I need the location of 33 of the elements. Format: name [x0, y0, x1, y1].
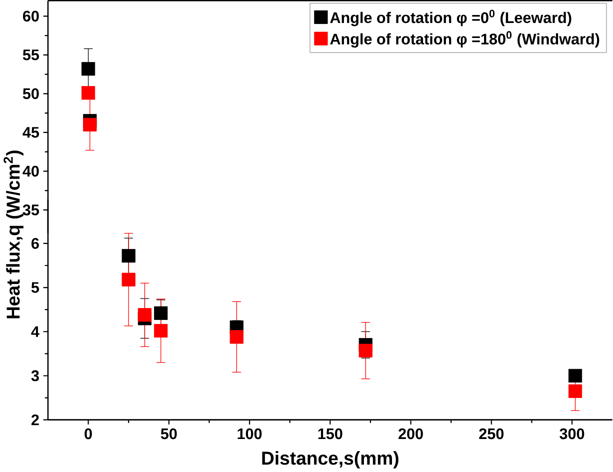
y-tick-label: 45 — [22, 127, 40, 138]
point — [568, 384, 582, 398]
legend-label: Angle of rotation φ =180$^{0}$ (Windward) — [330, 31, 600, 48]
x-tick-label: 150 — [318, 428, 342, 440]
x-axis-title: Distance,s(mm) — [262, 451, 398, 468]
y-tick-label: 60 — [22, 10, 39, 22]
point — [138, 308, 152, 322]
point — [154, 306, 168, 320]
point — [81, 86, 96, 100]
legend-label: Angle of rotation φ =0$^{0}$ (Leeward) — [330, 10, 572, 26]
point — [122, 248, 136, 263]
y-tick-label: 5 — [31, 282, 40, 293]
y-tick-label: 40 — [22, 166, 39, 177]
y-tick-label: 55 — [22, 50, 40, 60]
point — [568, 368, 582, 383]
x-tick-label: 200 — [398, 428, 423, 440]
point — [122, 272, 136, 286]
y-axis-title: Heat flux,q (W/cm$^{2}$) — [4, 150, 24, 318]
x-tick-label: 250 — [479, 428, 504, 440]
point — [230, 330, 244, 344]
y-tick-label: 6 — [32, 238, 39, 249]
x-tick-label: 0 — [84, 428, 92, 440]
x-tick-label: 100 — [238, 428, 262, 440]
y-tick-label: 4 — [31, 326, 40, 337]
y-tick-label: 50 — [22, 88, 39, 100]
x-tick-label: 300 — [560, 428, 584, 440]
x-tick-label: 50 — [160, 428, 177, 440]
point — [83, 118, 97, 132]
point — [154, 324, 168, 338]
y-tick-label: 2 — [31, 414, 39, 426]
point — [81, 62, 96, 76]
y-tick-label: 35 — [22, 204, 40, 216]
y-tick-label: 3 — [31, 370, 39, 382]
